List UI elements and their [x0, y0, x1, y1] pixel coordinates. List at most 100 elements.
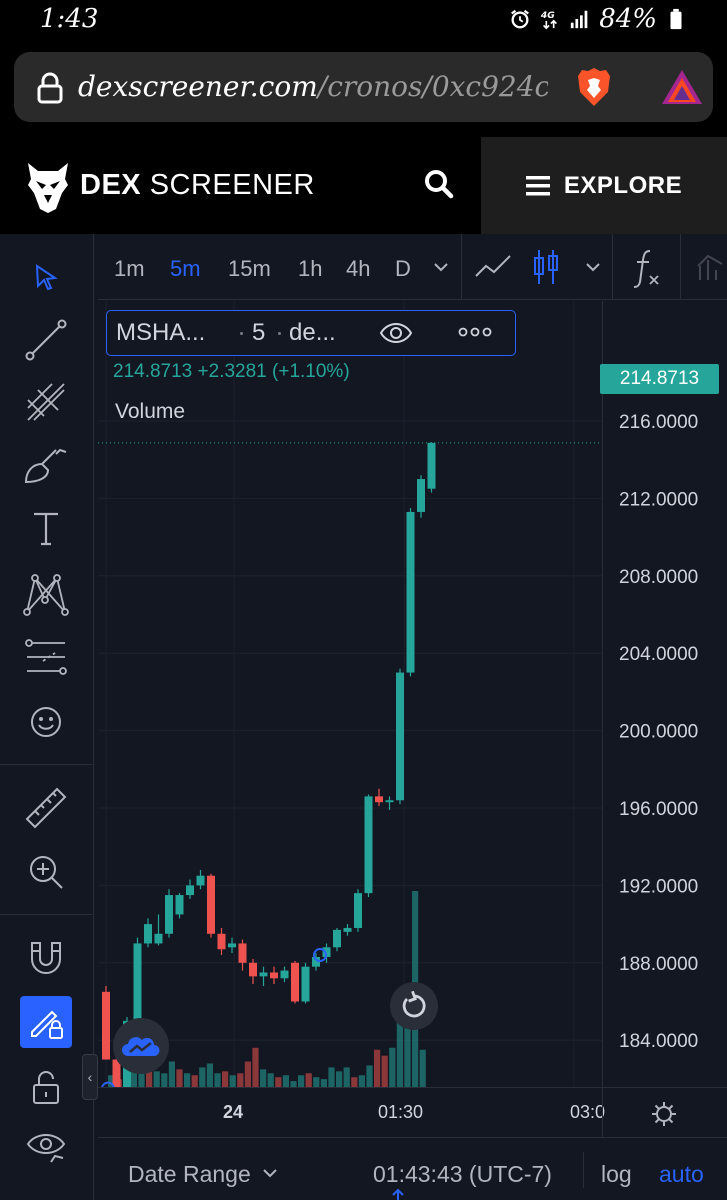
- price-tick-label: 184.0000: [619, 1031, 698, 1052]
- url-text[interactable]: dexscreener.com/cronos/0xc924c: [78, 70, 548, 103]
- interval-1m[interactable]: 1m: [114, 256, 145, 281]
- pitchfork-icon: [27, 383, 65, 421]
- lock-icon[interactable]: [36, 72, 64, 104]
- time-label-24: 24: [223, 1102, 244, 1122]
- trendline-tool[interactable]: [20, 314, 72, 366]
- auto-scale-toggle[interactable]: auto: [659, 1161, 704, 1187]
- legend-symbol: MSHA...: [116, 319, 206, 346]
- tradingview-logo[interactable]: [113, 1018, 169, 1074]
- toolbar-divider: [0, 914, 92, 915]
- brush-tool[interactable]: [20, 438, 72, 490]
- dexscreener-logo-icon[interactable]: [26, 159, 70, 213]
- volume-bar: [153, 1071, 160, 1087]
- compare-icon[interactable]: [696, 252, 724, 282]
- price-tick-label: 204.0000: [619, 644, 698, 665]
- chart-type-chevron-down-icon[interactable]: [584, 260, 602, 274]
- battery-icon: [670, 8, 682, 30]
- log-scale-toggle[interactable]: log: [601, 1161, 632, 1187]
- lock-all-tool[interactable]: [20, 1062, 72, 1114]
- legend-interval: 5: [252, 319, 266, 346]
- volume-bar: [176, 1069, 183, 1087]
- zoom-tool[interactable]: [20, 846, 72, 898]
- volume-bar: [191, 1075, 198, 1087]
- interval-15m[interactable]: 15m: [228, 256, 271, 281]
- interval-chevron-down-icon[interactable]: [432, 260, 450, 274]
- measure-tool[interactable]: [20, 782, 72, 834]
- interval-4h[interactable]: 4h: [346, 256, 371, 281]
- volume-bar: [237, 1073, 244, 1087]
- candle-body: [207, 875, 215, 934]
- volume-bar: [161, 1073, 168, 1087]
- candles-chart-icon[interactable]: [532, 248, 560, 286]
- time-label-0130: 01:30: [378, 1102, 424, 1122]
- legend-last-price: 214.8713: [113, 361, 193, 382]
- legend-separator-dot: [240, 332, 243, 335]
- hide-drawings-tool[interactable]: [20, 1122, 72, 1174]
- toolbar-collapse-handle[interactable]: ‹: [82, 1054, 98, 1100]
- explore-button[interactable]: EXPLORE: [481, 137, 727, 234]
- ruler-icon: [25, 787, 67, 829]
- price-tick-label: 208.0000: [619, 567, 698, 588]
- price-axis[interactable]: 216.0000 212.0000 208.0000 204.0000 200.0000…: [602, 301, 727, 1130]
- lock-drawings-tool[interactable]: [20, 996, 72, 1048]
- chart-settings-corner[interactable]: [602, 1087, 727, 1137]
- time-axis[interactable]: 24 01:30 03:0: [98, 1087, 605, 1137]
- volume-bar: [351, 1077, 358, 1087]
- magnet-icon: [31, 942, 61, 974]
- icon-tool[interactable]: [20, 696, 72, 748]
- series-legend[interactable]: MSHA... 5 de...: [106, 310, 516, 356]
- brave-shields-icon[interactable]: [574, 66, 614, 108]
- logo-text[interactable]: DEX SCREENER: [80, 169, 315, 202]
- magnet-tool[interactable]: [20, 932, 72, 984]
- candle-body: [270, 972, 278, 979]
- date-range-button[interactable]: Date Range: [128, 1161, 251, 1187]
- volume-legend[interactable]: Volume: [115, 400, 186, 423]
- settings-gear-icon[interactable]: [650, 1100, 678, 1128]
- volume-bar: [389, 1047, 396, 1087]
- indicators-fx-icon[interactable]: [632, 248, 662, 288]
- event-marker: [313, 948, 327, 963]
- patterns-tool[interactable]: [20, 568, 72, 620]
- price-tick-label: 192.0000: [619, 876, 698, 897]
- interval-d[interactable]: D: [395, 256, 411, 281]
- search-icon[interactable]: [422, 167, 456, 201]
- legend-more-icon[interactable]: [457, 326, 493, 338]
- volume-bar: [108, 1075, 115, 1087]
- volume-bar: [320, 1079, 327, 1087]
- candle-body: [154, 933, 163, 944]
- brave-rewards-icon[interactable]: [660, 68, 704, 106]
- text-tool[interactable]: [20, 502, 72, 554]
- date-range-chevron-down-icon[interactable]: [262, 1166, 278, 1180]
- fib-tool[interactable]: [20, 376, 72, 428]
- url-bar[interactable]: dexscreener.com/cronos/0xc924c: [14, 52, 713, 122]
- legend-ohlc-values: 214.8713 +2.3281 (+1.10%): [113, 361, 350, 383]
- candle-body: [375, 796, 383, 803]
- candle-body: [238, 943, 247, 963]
- url-path: /cronos/0xc924c: [317, 70, 548, 103]
- interval-5m[interactable]: 5m: [170, 256, 201, 281]
- candle-body: [427, 442, 436, 489]
- candle-body: [312, 956, 320, 967]
- candlestick-chart[interactable]: [98, 301, 602, 1087]
- volume-bar: [168, 1061, 175, 1087]
- reset-chart-button[interactable]: [390, 982, 438, 1030]
- timezone-clock[interactable]: 01:43:43 (UTC-7): [373, 1161, 552, 1187]
- candle-body: [417, 479, 425, 512]
- legend-visibility-eye-icon[interactable]: [379, 320, 413, 346]
- prediction-tool[interactable]: [20, 632, 72, 684]
- line-chart-icon[interactable]: [474, 252, 512, 282]
- reset-rotate-icon: [402, 991, 426, 1018]
- chart-plot-area[interactable]: [98, 301, 602, 1087]
- toolbar-divider: [0, 764, 92, 765]
- volume-bar: [313, 1077, 320, 1087]
- legend-source: de...: [289, 319, 336, 346]
- volume-bar: [252, 1047, 259, 1087]
- text-icon: [34, 512, 58, 546]
- candle-body: [354, 893, 362, 928]
- chart-top-toolbar: 1m 5m 15m 1h 4h D: [98, 234, 727, 300]
- candle-body: [249, 962, 257, 977]
- price-tick-label: 196.0000: [619, 799, 698, 820]
- cursor-tool[interactable]: [20, 252, 72, 304]
- volume-bar: [260, 1069, 267, 1087]
- interval-1h[interactable]: 1h: [298, 256, 323, 281]
